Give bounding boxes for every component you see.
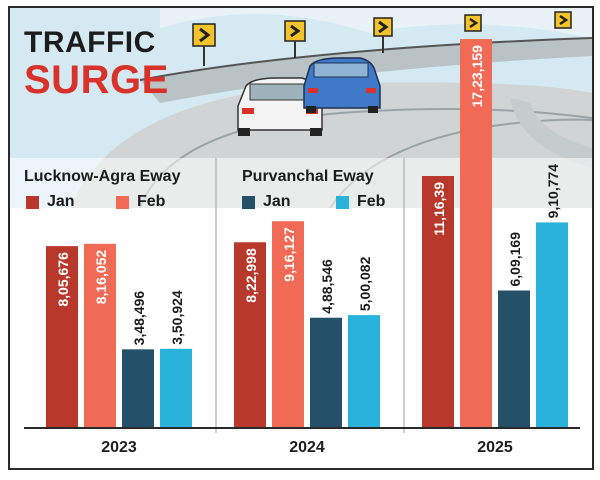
legend-label-lucknow-feb: Feb <box>137 193 166 210</box>
legend-group-purvanchal: Purvanchal Eway <box>242 168 374 185</box>
legend-swatch-purvanchal-feb <box>336 195 349 209</box>
bar-value-label: 5,00,082 <box>357 256 373 311</box>
x-tick-label: 2024 <box>289 439 325 456</box>
bar-purvanchal-feb-2025 <box>536 222 568 428</box>
legend-swatch-purvanchal-jan <box>242 195 255 209</box>
blue-car-icon <box>303 57 381 113</box>
bar-value-label: 4,88,546 <box>319 259 335 314</box>
x-tick-label: 2025 <box>477 439 513 456</box>
bar-purvanchal-jan-2025 <box>498 290 530 428</box>
legend-label-lucknow-jan: Jan <box>47 193 75 210</box>
title-line-2: SURGE <box>24 58 169 102</box>
bar-value-label: 3,48,496 <box>131 291 147 346</box>
legend-purvanchal-jan: Jan <box>242 193 291 211</box>
chart-title: TRAFFIC SURGE <box>24 26 169 102</box>
title-line-1: TRAFFIC <box>24 26 156 59</box>
bar-value-label: 9,10,774 <box>545 164 561 219</box>
bar-value-label: 11,16,39 <box>431 182 447 236</box>
bar-lucknow-jan-2025 <box>422 176 454 428</box>
bar-lucknow-jan-2024 <box>234 242 266 428</box>
bar-value-label: 8,16,052 <box>93 250 109 305</box>
legend-swatch-lucknow-jan <box>26 195 39 209</box>
bar-value-label: 8,22,998 <box>243 248 259 303</box>
bar-value-label: 9,16,127 <box>281 227 297 282</box>
infographic-frame: TRAFFIC SURGE Lucknow-Agra Eway Jan Feb … <box>8 6 594 470</box>
bridge-rail <box>139 37 592 81</box>
legend-group-lucknow: Lucknow-Agra Eway <box>24 168 181 185</box>
bar-purvanchal-jan-2023 <box>122 349 154 428</box>
bar-lucknow-feb-2023 <box>84 243 116 428</box>
bar-purvanchal-feb-2023 <box>160 348 192 428</box>
legend-lucknow-jan: Jan <box>26 193 75 211</box>
bar-lucknow-feb-2024 <box>272 221 304 428</box>
bar-chart: 8,05,676 8,16,052 3,48,496 3,50,924 8,22,998… <box>24 39 580 456</box>
legend-lucknow-feb: Feb <box>116 193 165 211</box>
bar-purvanchal-feb-2024 <box>348 315 380 428</box>
bar-value-label: 17,23,159 <box>469 45 485 107</box>
chevron-signs <box>192 11 572 66</box>
bar-value-label: 3,50,924 <box>169 290 185 345</box>
legend-label-purvanchal-jan: Jan <box>263 193 291 210</box>
road-ramp <box>510 98 592 168</box>
legend-swatch-lucknow-feb <box>116 195 129 209</box>
bar-purvanchal-jan-2024 <box>310 317 342 428</box>
legend-purvanchal-feb: Feb <box>336 193 385 211</box>
white-car-icon <box>237 77 323 136</box>
bar-lucknow-feb-2025 <box>460 39 492 428</box>
legend-label-purvanchal-feb: Feb <box>357 193 386 210</box>
x-tick-label: 2023 <box>101 439 137 456</box>
bar-lucknow-jan-2023 <box>46 246 78 428</box>
bar-value-label: 8,05,676 <box>55 252 71 307</box>
bar-value-label: 6,09,169 <box>507 232 523 287</box>
